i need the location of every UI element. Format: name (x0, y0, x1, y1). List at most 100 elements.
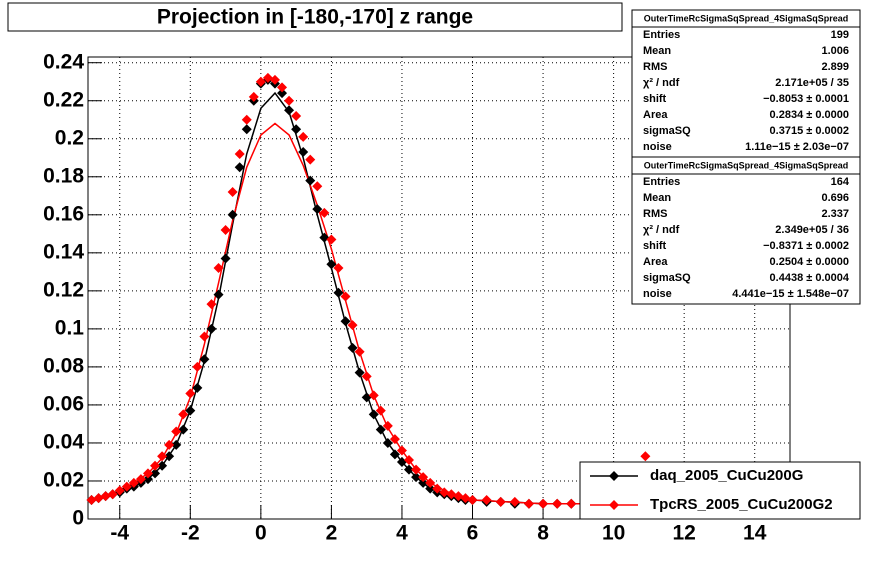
data-point (481, 494, 492, 505)
chart-title: Projection in [-180,-170] z range (157, 6, 473, 29)
data-point (234, 162, 245, 173)
data-point (255, 76, 266, 87)
data-point (382, 437, 393, 448)
stats-value: −0.8053 ± 0.0001 (763, 93, 849, 105)
data-point (227, 186, 238, 197)
data-point (640, 451, 651, 462)
data-point (121, 481, 132, 492)
data-point (291, 124, 302, 135)
data-point (375, 424, 386, 435)
data-point (382, 420, 393, 431)
stats-value: 199 (831, 29, 849, 41)
data-point (192, 382, 203, 393)
data-point (262, 72, 273, 83)
data-point (509, 496, 520, 507)
stats-label: Mean (643, 192, 671, 204)
data-point (220, 225, 231, 236)
data-point (248, 91, 259, 102)
data-point (333, 263, 344, 274)
data-point (319, 232, 330, 243)
data-point (269, 74, 280, 85)
stats-value: 2.899 (821, 61, 849, 73)
data-point (157, 460, 168, 471)
data-point (333, 287, 344, 298)
stats-label: Area (643, 256, 668, 268)
data-point (284, 95, 295, 106)
title-box (7, 2, 623, 32)
data-point (298, 147, 309, 158)
stats-value: 2.171e+05 / 35 (775, 77, 849, 89)
data-point (157, 451, 168, 462)
y-tick-label: 0.08 (43, 354, 84, 377)
data-point (404, 455, 415, 466)
stats-box (631, 9, 861, 158)
data-point (164, 439, 175, 450)
stats-value: −0.8371 ± 0.0002 (763, 240, 849, 252)
data-point (439, 487, 450, 498)
stats-value: 2.349e+05 / 36 (775, 224, 849, 236)
data-point (150, 468, 161, 479)
x-tick-label: -4 (110, 522, 129, 545)
data-point (277, 88, 288, 99)
stats-value: 0.2834 ± 0.0000 (770, 109, 849, 121)
data-point (460, 493, 471, 504)
y-tick-label: 0.16 (43, 202, 84, 225)
data-point (495, 496, 506, 507)
data-point (199, 354, 210, 365)
y-tick-label: 0.22 (43, 88, 84, 111)
stats-value: 0.3715 ± 0.0002 (770, 125, 849, 137)
data-point (227, 209, 238, 220)
y-tick-label: 0 (72, 507, 84, 530)
y-tick-label: 0.24 (43, 50, 84, 73)
data-point (305, 154, 316, 165)
data-point (114, 485, 125, 496)
data-point (425, 483, 436, 494)
data-point (361, 392, 372, 403)
data-point (418, 477, 429, 488)
legend-box (579, 461, 861, 520)
legend-marker (609, 471, 619, 481)
data-point (192, 361, 203, 372)
data-point (206, 323, 217, 334)
data-point (305, 175, 316, 186)
x-tick-label: 12 (672, 522, 695, 545)
data-point (220, 253, 231, 264)
data-point (234, 148, 245, 159)
stats-label: Mean (643, 45, 671, 57)
data-point (340, 316, 351, 327)
data-point (354, 346, 365, 357)
data-point (206, 299, 217, 310)
data-point (523, 498, 534, 509)
data-point (453, 491, 464, 502)
y-tick-label: 0.04 (43, 430, 84, 453)
y-tick-label: 0.02 (43, 469, 84, 492)
data-point (552, 498, 563, 509)
stats-label: Area (643, 109, 668, 121)
stats-label: shift (643, 240, 667, 252)
data-point (213, 263, 224, 274)
data-point (178, 424, 189, 435)
stats-value: 2.337 (821, 208, 849, 220)
data-point (241, 114, 252, 125)
data-point (566, 498, 577, 509)
data-point (347, 320, 358, 331)
stats-label: noise (643, 288, 672, 300)
y-tick-label: 0.14 (43, 240, 84, 263)
data-point (150, 460, 161, 471)
legend-label: daq_2005_CuCu200G (650, 467, 803, 484)
x-tick-label: 0 (255, 522, 267, 545)
data-point (326, 259, 337, 270)
data-point (368, 390, 379, 401)
stats-value: 4.441e−15 ± 1.548e−07 (732, 288, 849, 300)
stats-value: 0.4438 ± 0.0004 (770, 272, 850, 284)
data-point (396, 456, 407, 467)
data-point (100, 491, 111, 502)
stats-label: χ² / ndf (643, 77, 680, 89)
y-tick-label: 0.12 (43, 278, 84, 301)
x-tick-label: 2 (326, 522, 338, 545)
data-point (142, 468, 153, 479)
data-point (418, 472, 429, 483)
data-point (199, 331, 210, 342)
data-point (312, 204, 323, 215)
data-point (291, 110, 302, 121)
